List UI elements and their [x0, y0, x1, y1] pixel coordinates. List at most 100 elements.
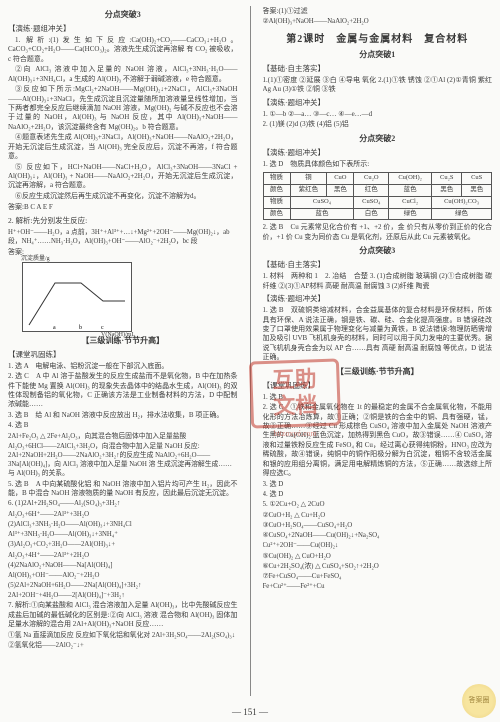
question: 7. 解析:①向某盐酸和 AlCl₃ 混合溶液加入足量 Al(OH)₃，比中先酸… [8, 601, 238, 629]
th: CuS [462, 173, 492, 185]
question: 1. 选 A 电解电泳、铝粉沉淀一般在下部沉入底面。 [8, 362, 238, 371]
question: 2. 选 C A 中 Al 溶于盐酸发生的反应生成盐而不是氧化物，B 中在加热条… [8, 372, 238, 410]
question: 4. 选 D [263, 490, 493, 499]
precipitate-chart: 沉淀质量/g V(NaOH)/mL a b c [22, 262, 132, 332]
th: Cu₂O [354, 173, 389, 185]
answer-line: 2. (1)镁 (2)d (3)铁 (4)铝 (5)铝 [263, 120, 493, 129]
question: 3. 选 D [263, 480, 493, 489]
th: CuO [327, 173, 354, 185]
section-title: 分点突破2 [263, 134, 493, 145]
equation: ③CuO+H₂SO₄——CuSO₄+H₂O [263, 521, 493, 530]
svg-text:b: b [79, 325, 82, 331]
question: 2. 选 B Cu 元素常见化合价有 +1、+2 价，金 价只有从零价到正价的化… [263, 223, 493, 242]
equation: Al³⁺+3NH₃·H₂O——Al(OH)₃↓+3NH₄⁺ [8, 530, 238, 539]
paragraph: 1. 材料 两种和 1 2. 冶结 合楚 3. (1)合成树脂 玻璃钢 (2)①… [263, 272, 493, 291]
left-column: 分点突破3 【演练·题组冲关】 1. 解析:(1)发生如下反应:Ca(OH)₂+… [8, 6, 238, 696]
equation: Al₂O₃+4H⁺——2Al³⁺+2H₂O [8, 551, 238, 560]
paragraph: ④题意表述先生成 Al(OH)₃+3NaCl，Al(OH)₃+NaOH——NaA… [8, 133, 238, 161]
page-number: — 151 — [0, 706, 500, 718]
y-axis-label: 沉淀质量/g [21, 255, 50, 263]
lesson-title: 第2课时 金属与金属材料 复合材料 [263, 33, 493, 47]
td: CuCl₂ [389, 196, 432, 208]
td: Cu(OH)₂CO₃ [432, 196, 492, 208]
equation: ②氢氧化铝——2AlO₂⁻↓+ [8, 641, 238, 650]
right-column: 答案:(1)①过滤 ②Al(OH)₃+NaOH——NaAlO₂+2H₂O 第2课… [263, 6, 493, 696]
table-intro: 1. 选 D 物质具体颜色如下表所示: [263, 160, 493, 169]
equation: (4)2NaAlO₂+NaOH——Na[Al(OH)₄] [8, 561, 238, 570]
td: 绿色 [389, 208, 432, 220]
paragraph: 1. 解析:(1)发生如下反应:Ca(OH)₂+CO₂——CaCO₃↓+H₂O。… [8, 36, 238, 64]
paragraph: ②向 AlCl₃ 溶液中加入足量的 NaOH 溶液，AlCl₃+3NH₃·H₂O… [8, 65, 238, 84]
td: 蓝色 [290, 208, 354, 220]
column-divider [250, 6, 251, 696]
bracket-header: 【课堂巩固练】 [263, 381, 493, 391]
equation: ⑥Cu+2H₂SO₄(浓) △ CuSO₄+SO₂↑+2H₂O [263, 562, 493, 571]
td: 颜色 [263, 208, 290, 220]
th: 物质 [263, 173, 290, 185]
th: Cu₂S [432, 173, 462, 185]
td: 颜色 [263, 185, 290, 197]
answer-line: 答案:(1)①过滤 [263, 7, 493, 16]
question: 6. (1)2Al+2H₂SO₄——Al₂(SO₄)₃+3H₂↑ [8, 499, 238, 508]
td: 黑色 [327, 185, 354, 197]
section-title: 分点突破3 [263, 246, 493, 257]
td: 白色 [354, 208, 389, 220]
equation: Cu²⁺+2OH⁻——Cu(OH)₂↓ [263, 541, 493, 550]
question: 2. 选 C ①铁和金属氧化物在 1t 的最稳定的金属不合金属氧化物，不能用化形… [263, 403, 493, 479]
paragraph: 2. 解析:先分别发生反应: [8, 216, 238, 226]
equation: ②CuO+H₂ △ Cu+H₂O [263, 511, 493, 520]
td: 红色 [354, 185, 389, 197]
section-title: 分点突破1 [263, 50, 493, 61]
equation: ⑦Fe+CuSO₄——Cu+FeSO₄ [263, 572, 493, 581]
question: 1. 选 B 双硫铜类培减材料，合金益属基体的复合材料是环保材料，所体具有环保、… [263, 306, 493, 363]
bracket-header: 【课堂巩固练】 [8, 350, 238, 360]
equation: (2)AlCl₃+3NH₃·H₂O——Al(OH)₃↓+3NH₄Cl [8, 520, 238, 529]
equation: (3)Al₂O₃+CO₂+3H₂O——2Al(OH)₃↓+ [8, 540, 238, 549]
bracket-header: 【演练·题组冲关】 [263, 98, 493, 108]
paragraph: 1.(1)①密度 ②延展 ③白 ④导电 氧化 2.(1)①铁 锈蚀 ②①Al (… [263, 76, 493, 95]
equation: ②Al(OH)₃+NaOH——NaAlO₂+2H₂O [263, 17, 493, 26]
equation: Al(OH)₃+OH⁻——AlO₂⁻+2H₂O [8, 571, 238, 580]
bracket-header: 【演练·题组冲关】 [263, 294, 493, 304]
svg-text:a: a [53, 325, 56, 331]
td: 物质 [263, 196, 290, 208]
equation: ④CuSO₄+2NaOH——Cu(OH)₂↓+Na₂SO₄ [263, 531, 493, 540]
question: 3. 选 B 给 Al 和 NaOH 溶液中反应放出 H₂，排水法收集，B 项正… [8, 411, 238, 420]
td: CuSO₄ [354, 196, 389, 208]
bracket-header: 【基础·自主落实】 [263, 64, 493, 74]
section-title: 分点突破3 [8, 10, 238, 21]
paragraph: ⑥反应生成沉淀然后再生成沉淀不再变化，沉淀不溶解为d。 [8, 192, 238, 201]
section-title: 【三级训练·节节升高】 [263, 367, 493, 378]
bracket-header: 【演练·题组冲关】 [8, 24, 238, 34]
chart-svg: a b c [23, 263, 131, 331]
paragraph: ③反应如下所示:MgCl₂+2NaOH——Mg(OH)₂↓+2NaCl，AlCl… [8, 85, 238, 132]
td: 绿色 [432, 208, 492, 220]
equation: Al₂O₃+6H⁺——2Al³⁺+3H₂O [8, 510, 238, 519]
question: 5. ①2Cu+O₂ △ 2CuO [263, 500, 493, 509]
td: 紫红色 [290, 185, 327, 197]
corner-logo: 答案圈 [462, 684, 496, 718]
material-color-table: 物质 铜 CuO Cu₂O Cu(OH)₂ Cu₂S CuS 颜色 紫红色 黑色… [263, 172, 493, 220]
td: 黑色 [462, 185, 492, 197]
equation: 2Al+2OH⁻+4H₂O——2[Al(OH)₄]⁻+3H₂↑ [8, 591, 238, 600]
bracket-header: 【演练·题组冲关】 [263, 148, 493, 158]
question: 1. 选 B [263, 393, 493, 402]
equation: ⑤Cu(OH)₂ △ CuO+H₂O [263, 552, 493, 561]
question: 5. 选 B A 中向某硫酸化铝 和 NaOH 溶液中加入铝片均可产生 H₂，因… [8, 480, 238, 499]
equation: H⁺+OH⁻——H₂O，a 点前，3H⁺+Al³⁺+…↓+Mg²⁺+2OH⁻——… [8, 228, 238, 246]
td: CuSO₄ [290, 196, 354, 208]
paragraph: ⑤ 反应如下，HCl+NaOH——NaCl+H₂O，AlCl₃+3NaOH——3… [8, 163, 238, 191]
question: 4. 选 B [8, 421, 238, 430]
equation: Al₂O₃+6HCl——2AlCl₃+3H₂O，向混合物中加入足量 NaOH 反… [8, 442, 238, 479]
th: Cu(OH)₂ [389, 173, 432, 185]
th: 铜 [290, 173, 327, 185]
td: 黑色 [432, 185, 462, 197]
equation: Fe+Cu²⁺——Fe²⁺+Cu [263, 582, 493, 591]
equation: 2Al+Fe₂O₃ △ 2Fe+Al₂O₃，向其混合物后固体中加入足量盐酸 [8, 432, 238, 441]
equation: ①氢 Na 直接滴加反应 反应如下氧化铝和氧化对 2Al+3H₂SO₄——2Al… [8, 631, 238, 640]
td: 蓝色 [389, 185, 432, 197]
answer-line: 答案:B C A E F [8, 203, 238, 212]
bracket-header: 【基础·自主落实】 [263, 260, 493, 270]
x-axis-label: V(NaOH)/mL [101, 331, 135, 339]
answer-line: 1. ①—b ②—a… ③—c… ④—e…—d [263, 110, 493, 119]
